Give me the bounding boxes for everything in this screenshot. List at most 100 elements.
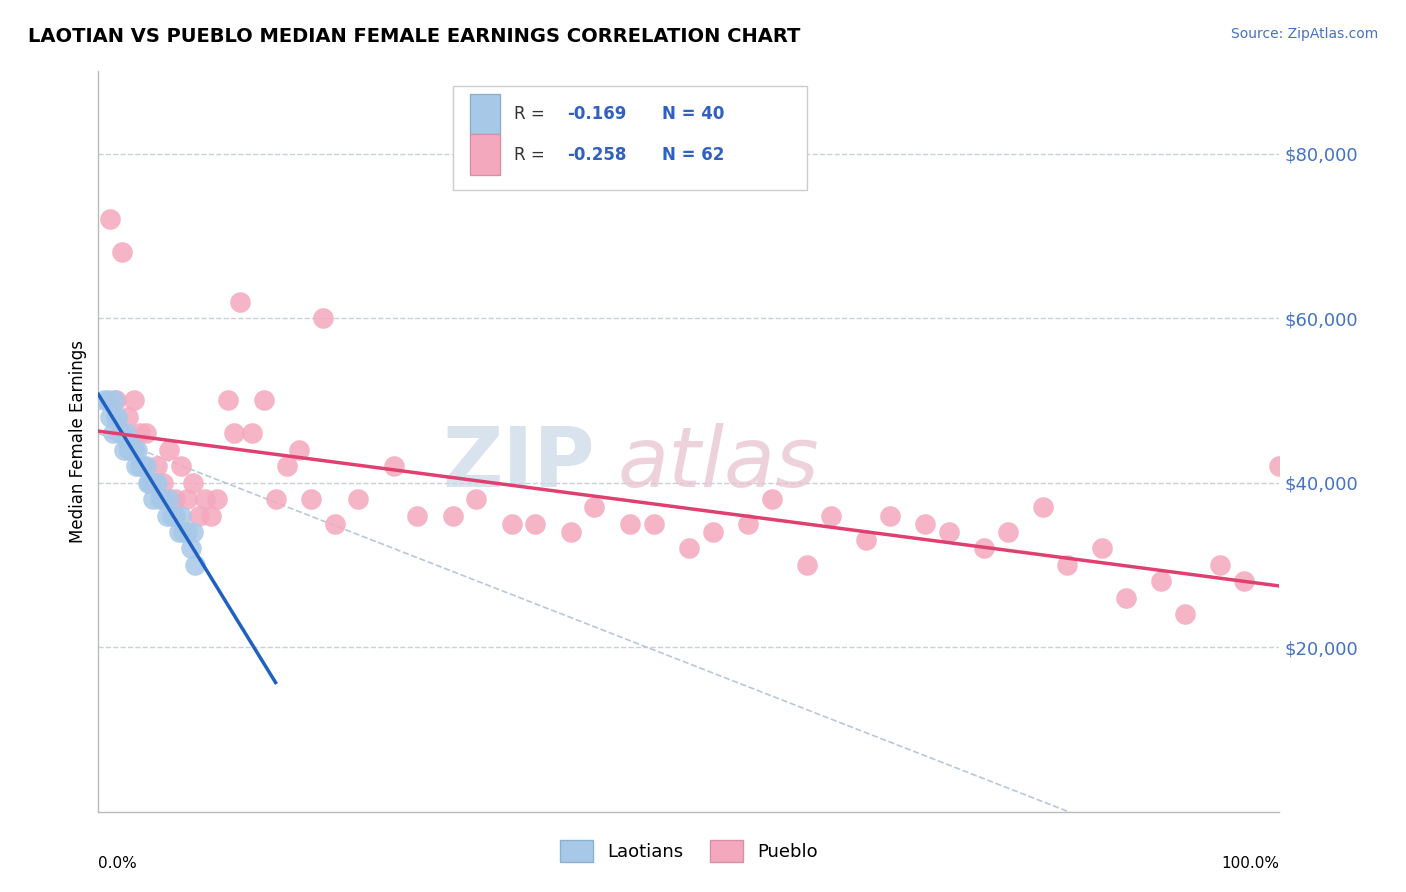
Point <box>117 434 139 449</box>
Point <box>117 409 139 424</box>
Point <box>114 426 136 441</box>
Point <box>176 492 198 507</box>
Text: N = 40: N = 40 <box>662 105 724 123</box>
Point <box>108 426 131 441</box>
Point <box>112 442 135 457</box>
Point <box>229 294 252 309</box>
Point <box>105 409 128 424</box>
Point <box>524 516 547 531</box>
Legend: Laotians, Pueblo: Laotians, Pueblo <box>553 833 825 870</box>
Text: 0.0%: 0.0% <box>98 856 138 871</box>
Point <box>165 508 187 523</box>
Point <box>181 524 204 539</box>
Point <box>820 508 842 523</box>
Point <box>128 459 150 474</box>
FancyBboxPatch shape <box>471 135 501 175</box>
Point <box>1174 607 1197 622</box>
Point <box>180 541 202 556</box>
Text: Source: ZipAtlas.com: Source: ZipAtlas.com <box>1230 27 1378 41</box>
Point <box>264 492 287 507</box>
Point <box>135 426 157 441</box>
Point <box>737 516 759 531</box>
Point <box>312 311 335 326</box>
Point <box>170 508 193 523</box>
Text: 100.0%: 100.0% <box>1222 856 1279 871</box>
Point <box>299 492 322 507</box>
Point <box>200 508 222 523</box>
Text: N = 62: N = 62 <box>662 145 724 163</box>
Point <box>128 426 150 441</box>
Point <box>160 508 183 523</box>
Point <box>224 426 246 441</box>
Point <box>141 475 163 490</box>
Point <box>406 508 429 523</box>
Point <box>560 524 582 539</box>
Point <box>194 492 217 507</box>
Point <box>172 524 194 539</box>
Point <box>1115 591 1137 605</box>
Point <box>97 393 120 408</box>
Text: R =: R = <box>515 105 550 123</box>
Point <box>205 492 228 507</box>
Point <box>98 409 121 424</box>
Point <box>938 524 960 539</box>
Point <box>141 475 163 490</box>
Point <box>93 393 115 408</box>
Point <box>136 475 159 490</box>
Point <box>217 393 239 408</box>
Text: R =: R = <box>515 145 550 163</box>
Point <box>111 426 134 441</box>
Point <box>111 245 134 260</box>
Point <box>1032 500 1054 515</box>
Point <box>288 442 311 457</box>
Point <box>276 459 298 474</box>
Point <box>176 524 198 539</box>
Point <box>1209 558 1232 572</box>
Point <box>122 442 145 457</box>
Point <box>157 442 180 457</box>
Point <box>583 500 606 515</box>
Point <box>156 508 179 523</box>
Point <box>465 492 488 507</box>
Point <box>678 541 700 556</box>
Point <box>253 393 276 408</box>
Point <box>181 475 204 490</box>
Point <box>146 459 169 474</box>
Point <box>441 508 464 523</box>
Point <box>122 393 145 408</box>
Text: -0.258: -0.258 <box>567 145 627 163</box>
Point <box>1150 574 1173 589</box>
Text: ZIP: ZIP <box>441 423 595 504</box>
Point <box>149 492 172 507</box>
Point <box>973 541 995 556</box>
Point <box>501 516 523 531</box>
Text: LAOTIAN VS PUEBLO MEDIAN FEMALE EARNINGS CORRELATION CHART: LAOTIAN VS PUEBLO MEDIAN FEMALE EARNINGS… <box>28 27 800 45</box>
Point <box>170 459 193 474</box>
Point <box>142 492 165 507</box>
Point <box>127 442 149 457</box>
Point <box>135 459 157 474</box>
Point <box>157 492 180 507</box>
Point <box>118 442 141 457</box>
Point <box>132 459 155 474</box>
Point <box>761 492 783 507</box>
Text: atlas: atlas <box>619 423 820 504</box>
Point <box>796 558 818 572</box>
Point <box>997 524 1019 539</box>
Point <box>129 459 152 474</box>
Point <box>643 516 665 531</box>
FancyBboxPatch shape <box>453 87 807 190</box>
Point <box>347 492 370 507</box>
Point <box>103 393 125 408</box>
Point <box>105 409 128 424</box>
Point <box>1268 459 1291 474</box>
Text: -0.169: -0.169 <box>567 105 627 123</box>
Point <box>167 524 190 539</box>
Point <box>184 558 207 572</box>
Point <box>98 212 121 227</box>
Point <box>146 475 169 490</box>
Point <box>138 475 160 490</box>
Point <box>240 426 263 441</box>
Point <box>143 475 166 490</box>
Point <box>187 508 209 523</box>
